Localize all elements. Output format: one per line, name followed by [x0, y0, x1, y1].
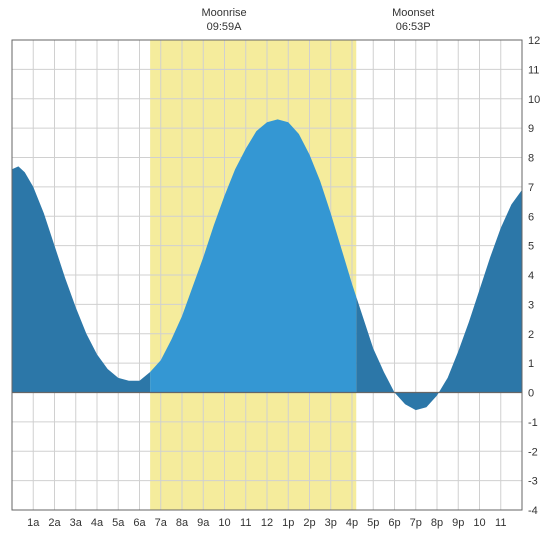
svg-text:11: 11	[495, 517, 506, 529]
svg-text:8p: 8p	[431, 517, 443, 529]
svg-text:-3: -3	[528, 476, 538, 488]
svg-text:3: 3	[528, 299, 534, 311]
svg-text:3p: 3p	[325, 517, 337, 529]
svg-text:12: 12	[528, 35, 540, 47]
svg-text:2a: 2a	[48, 517, 61, 529]
svg-text:5: 5	[528, 241, 534, 253]
svg-text:1: 1	[528, 358, 534, 370]
svg-text:12: 12	[261, 517, 273, 529]
svg-text:5a: 5a	[112, 517, 125, 529]
svg-text:10: 10	[473, 517, 485, 529]
svg-text:1p: 1p	[282, 517, 294, 529]
svg-text:9a: 9a	[197, 517, 210, 529]
svg-text:6: 6	[528, 211, 534, 223]
svg-text:8a: 8a	[176, 517, 189, 529]
svg-text:11: 11	[528, 64, 539, 76]
svg-text:10: 10	[528, 94, 540, 106]
svg-text:7a: 7a	[155, 517, 168, 529]
svg-text:6p: 6p	[388, 517, 400, 529]
svg-text:11: 11	[240, 517, 251, 529]
svg-text:4p: 4p	[346, 517, 358, 529]
svg-text:8: 8	[528, 153, 534, 165]
chart-svg: -4-3-2-101234567891011121a2a3a4a5a6a7a8a…	[0, 0, 550, 550]
tide-area	[12, 119, 522, 410]
svg-text:1a: 1a	[27, 517, 40, 529]
svg-text:5p: 5p	[367, 517, 379, 529]
svg-text:3a: 3a	[70, 517, 83, 529]
svg-text:7: 7	[528, 182, 534, 194]
svg-text:7p: 7p	[410, 517, 422, 529]
svg-text:-4: -4	[528, 505, 538, 517]
y-axis-labels: -4-3-2-10123456789101112	[528, 35, 540, 517]
svg-text:2p: 2p	[303, 517, 315, 529]
x-axis-labels: 1a 2a 3a 4a 5a 6a 7a 8a 9a 10 11 12 1p 2p 3p 4p 5p 6p 7p 8p…	[27, 517, 506, 529]
svg-text:2: 2	[528, 329, 534, 341]
svg-text:-2: -2	[528, 446, 538, 458]
svg-text:6a: 6a	[133, 517, 146, 529]
svg-text:4: 4	[528, 270, 534, 282]
svg-text:0: 0	[528, 388, 534, 400]
tide-chart: Moonrise 09:59A Moonset 06:53P -4-3-2-10…	[0, 0, 550, 550]
svg-text:4a: 4a	[91, 517, 104, 529]
svg-text:-1: -1	[528, 417, 538, 429]
svg-text:9: 9	[528, 123, 534, 135]
svg-text:10: 10	[218, 517, 230, 529]
svg-text:9p: 9p	[452, 517, 464, 529]
